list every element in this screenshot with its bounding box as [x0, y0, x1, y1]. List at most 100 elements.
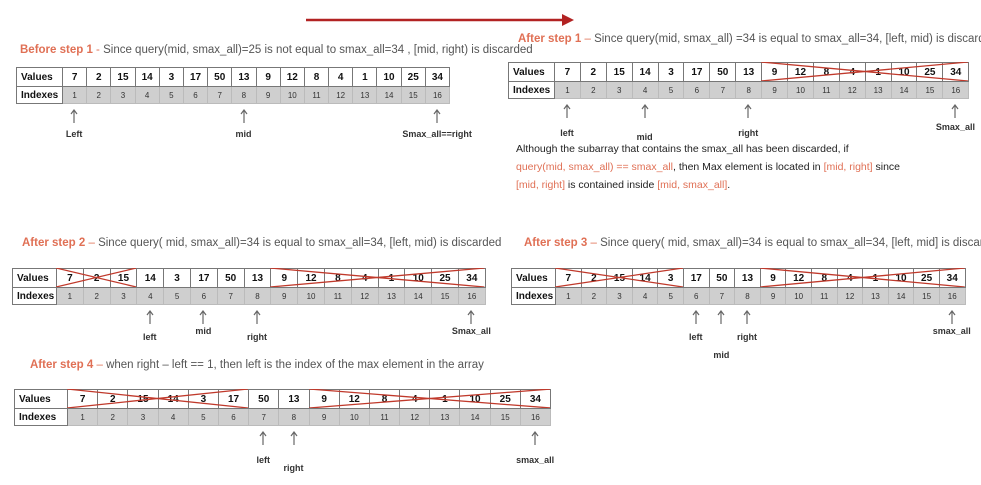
value-cell: 1: [377, 268, 406, 288]
index-cell: 8: [243, 287, 272, 305]
step-dash: –: [85, 237, 99, 249]
value-cell: 34: [424, 67, 451, 87]
value-cell: 13: [278, 389, 310, 409]
index-cell: 1: [56, 287, 84, 305]
note-red: query(mid, smax_all) == smax_all: [516, 161, 673, 173]
index-cell: 4: [631, 81, 659, 99]
value-cell: 8: [303, 67, 330, 87]
values-row-label: Values: [511, 268, 556, 288]
step-label: After step 2: [22, 237, 86, 249]
index-cell: 12: [836, 287, 864, 305]
pointer-label: left: [143, 332, 157, 342]
index-cell: 14: [404, 287, 433, 305]
value-cell: 12: [279, 67, 305, 87]
step-dash: -: [92, 44, 104, 56]
array-table: Values 7 2 15 14 3 17 50 13 9 12 8 4 1 10 25 34 Indexes 1 2…: [511, 268, 966, 305]
index-cell: 15: [913, 287, 940, 305]
value-cell: 9: [759, 268, 787, 288]
up-arrow-icon: [951, 104, 959, 118]
step-text: Since query( mid, smax_all)=34 is equal …: [600, 237, 981, 249]
up-arrow-icon: [948, 310, 956, 324]
index-cell: 8: [278, 408, 310, 426]
values-row: Values 7 2 15 14 3 17 50 13 9 12 8 4 1 10 25 34: [14, 389, 552, 409]
up-arrow-icon: [743, 310, 751, 324]
index-cell: 16: [519, 408, 552, 426]
value-cell: 1: [862, 268, 889, 288]
heading-after-step-2: After step 2 – Since query( mid, smax_al…: [22, 237, 501, 249]
value-cell: 25: [400, 67, 426, 87]
index-cell: 14: [459, 408, 491, 426]
index-cell: 8: [735, 81, 763, 99]
note-text: .: [727, 179, 731, 191]
note-text: , then Max element is located in: [672, 161, 824, 173]
value-cell: 14: [134, 67, 160, 87]
value-cell: 25: [916, 62, 944, 82]
value-cell: 4: [350, 268, 379, 288]
heading-after-step-3: After step 3 – Since query( mid, smax_al…: [524, 237, 981, 249]
heading-after-step-4: After step 4 – when right – left == 1, t…: [30, 359, 484, 371]
index-cell: 2: [579, 81, 607, 99]
note-line-2: query(mid, smax_all) == smax_all, then M…: [516, 158, 976, 176]
value-cell: 13: [231, 67, 257, 87]
note-line-3: [mid, right] is contained inside [mid, s…: [516, 176, 976, 194]
up-arrow-icon: [692, 310, 700, 324]
value-cell: 17: [683, 62, 711, 82]
index-cell: 7: [708, 287, 736, 305]
index-cell: 1: [66, 408, 99, 426]
values-row: Values 7 2 15 14 3 17 50 13 9 12 8 4 1 10 25 34: [12, 268, 486, 288]
values-row-label: Values: [508, 62, 555, 82]
value-cell: 17: [182, 67, 209, 87]
value-cell: 9: [270, 268, 299, 288]
index-cell: 11: [812, 81, 840, 99]
value-cell: 7: [555, 268, 582, 288]
step-label: After step 1: [518, 33, 582, 45]
value-cell: 3: [657, 62, 685, 82]
index-cell: 9: [255, 86, 281, 104]
indexes-row: Indexes 1 2 3 4 5 6 7 8 9 10 11 12 13 14 15 16: [14, 408, 552, 426]
index-cell: 7: [709, 81, 737, 99]
value-cell: 7: [56, 268, 84, 288]
value-cell: 10: [376, 67, 402, 87]
value-cell: 8: [810, 268, 838, 288]
index-cell: 9: [308, 408, 340, 426]
value-cell: 3: [657, 268, 684, 288]
index-cell: 15: [431, 287, 459, 305]
index-cell: 7: [216, 287, 245, 305]
index-cell: 6: [182, 86, 209, 104]
pointer-label: left: [560, 128, 574, 138]
index-cell: 13: [429, 408, 461, 426]
value-cell: 15: [606, 268, 633, 288]
index-cell: 14: [887, 287, 915, 305]
values-row: Values 7 2 15 14 3 17 50 13 9 12 8 4 1 10 25 34: [511, 268, 966, 288]
value-cell: 17: [217, 389, 250, 409]
explanation-note: Although the subarray that contains the …: [516, 140, 976, 194]
index-cell: 9: [759, 287, 787, 305]
value-cell: 10: [890, 62, 918, 82]
value-cell: 4: [328, 67, 354, 87]
step-text: Since query( mid, smax_all)=34 is equal …: [98, 237, 502, 249]
value-cell: 1: [864, 62, 892, 82]
value-cell: 25: [913, 268, 940, 288]
pointer-label: mid: [713, 350, 730, 360]
index-cell: 4: [157, 408, 189, 426]
value-cell: 50: [709, 62, 737, 82]
note-text: since: [872, 161, 901, 173]
array-table: Values 7 2 15 14 3 17 50 13 9 12 8 4 1 10 25 34 Indexes 1 2…: [14, 389, 552, 426]
value-cell: 14: [631, 62, 659, 82]
value-cell: 4: [838, 62, 866, 82]
value-cell: 2: [579, 62, 607, 82]
value-cell: 4: [399, 389, 431, 409]
value-cell: 12: [338, 389, 370, 409]
index-cell: 15: [400, 86, 426, 104]
step-dash: –: [581, 33, 595, 45]
value-cell: 34: [942, 62, 970, 82]
value-cell: 3: [187, 389, 219, 409]
value-cell: 15: [109, 268, 138, 288]
value-cell: 13: [735, 62, 763, 82]
up-arrow-icon: [467, 310, 475, 324]
index-cell: 12: [350, 287, 379, 305]
indexes-row: Indexes 1 2 3 4 5 6 7 8 9 10 11 12 13 14 15 16: [511, 287, 966, 305]
indexes-row: Indexes 1 2 3 4 5 6 7 8 9 10 11 12 13 14 15 16: [508, 81, 970, 99]
value-cell: 3: [158, 67, 184, 87]
index-cell: 10: [279, 86, 305, 104]
